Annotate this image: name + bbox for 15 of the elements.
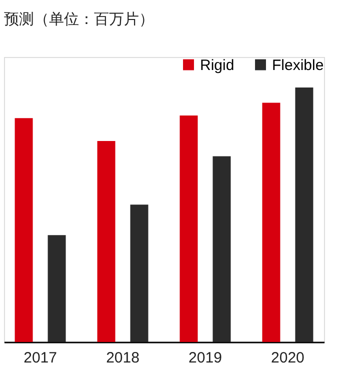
chart-title: 预测（单位：百万片） <box>4 10 154 28</box>
legend-label: Rigid <box>200 56 234 74</box>
legend-label: Flexible <box>272 56 324 74</box>
x-tick-label: 2017 <box>24 350 57 366</box>
bar <box>262 102 280 342</box>
bar <box>180 116 198 342</box>
x-tick-label: 2019 <box>188 350 222 366</box>
bar <box>212 156 231 342</box>
bar <box>130 204 148 342</box>
x-tick-label: 2018 <box>106 350 140 366</box>
bar <box>295 88 314 342</box>
x-tick-label: 2020 <box>271 350 304 366</box>
bar <box>97 140 116 342</box>
bar <box>48 235 66 342</box>
bar <box>14 118 33 342</box>
